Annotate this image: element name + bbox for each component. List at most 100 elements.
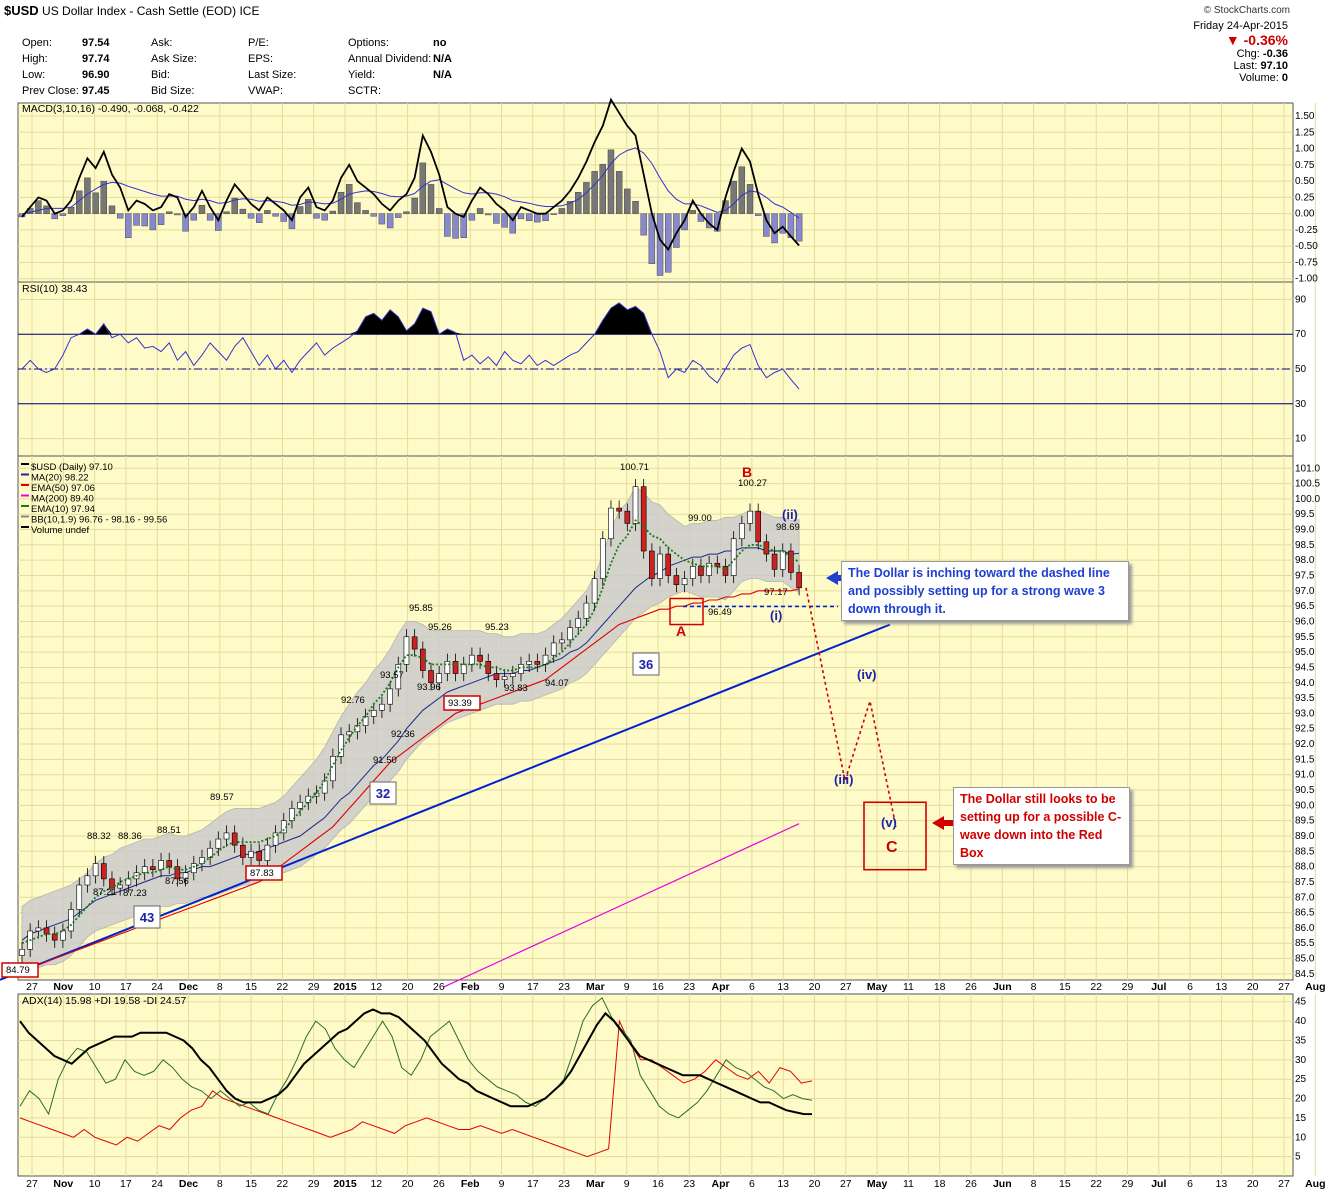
price-y-tick: 98.0 (1295, 555, 1315, 566)
candle-body (395, 664, 402, 690)
macd-histogram-bar (714, 213, 721, 232)
price-label: 92.76 (341, 695, 365, 706)
candle-body (550, 642, 557, 656)
macd-histogram-bar (460, 213, 467, 238)
wave-label-ii: (ii) (782, 507, 798, 522)
macd-histogram-bar (722, 200, 729, 214)
x-tick-label-bottom: 20 (402, 1178, 414, 1190)
macd-histogram-bar (386, 213, 394, 229)
x-tick-label: 16 (652, 981, 664, 993)
price-y-tick: 92.5 (1295, 724, 1315, 735)
candle-body (444, 661, 451, 674)
x-tick-label: 24 (151, 981, 163, 993)
macd-histogram-bar (362, 210, 369, 214)
candle-body (452, 661, 459, 674)
macd-histogram-bar (607, 149, 615, 214)
candle-body (125, 878, 132, 886)
candle-body (730, 538, 737, 576)
quote-label: High: (22, 53, 48, 65)
macd-histogram-bar (755, 213, 762, 216)
x-tick-label-bottom: 20 (1247, 1178, 1259, 1190)
x-tick-label-bottom: 2015 (333, 1178, 357, 1190)
x-tick-label: 12 (370, 981, 382, 993)
rsi-legend: RSI(10) 38.43 (22, 283, 88, 295)
x-tick-label: 8 (217, 981, 223, 993)
x-tick-label-bottom: 20 (809, 1178, 821, 1190)
price-y-tick: 87.5 (1295, 877, 1315, 888)
price-y-tick: 84.5 (1295, 969, 1315, 980)
x-tick-label-bottom: 16 (652, 1178, 664, 1190)
price-legend-item: BB(10,1.9) 96.76 - 98.16 - 99.56 (31, 515, 167, 526)
x-tick-label: Jul (1151, 981, 1166, 993)
x-tick-label: 18 (934, 981, 946, 993)
macd-histogram-bar (411, 197, 418, 214)
candle-body (141, 866, 148, 874)
candle-body (346, 731, 353, 736)
x-tick-label: 11 (903, 981, 914, 993)
candle-body (428, 670, 434, 684)
macd-histogram-bar (305, 199, 312, 214)
macd-histogram-bar (337, 191, 345, 214)
rsi-panel (17, 281, 1294, 457)
price-y-tick: 94.0 (1295, 678, 1315, 689)
candle-body (559, 639, 565, 644)
price-y-tick: 98.5 (1295, 540, 1315, 551)
candle-body (436, 673, 442, 684)
candle-body (739, 523, 745, 540)
adx-panel (17, 993, 1294, 1177)
candle-body (321, 780, 328, 794)
candle-body (469, 654, 475, 665)
candle-body (354, 725, 361, 733)
price-label: 87.56 (165, 876, 189, 887)
price-label: 92.36 (391, 729, 415, 740)
candle-body (231, 832, 238, 846)
macd-histogram-bar (378, 213, 386, 225)
wave-label-v: (v) (881, 815, 897, 830)
candle-body (420, 648, 426, 671)
macd-histogram-bar (550, 213, 557, 215)
price-y-tick: 97.5 (1295, 571, 1315, 582)
candle-body (27, 930, 33, 950)
macd-histogram-bar (697, 213, 705, 222)
quote-label: Ask Size: (151, 53, 197, 65)
candle-body (264, 844, 271, 861)
quote-label: SCTR: (348, 85, 381, 97)
macd-histogram-bar (247, 213, 255, 219)
price-label: 97.17 (764, 587, 788, 598)
x-tick-label-bottom: 8 (217, 1178, 223, 1190)
macd-histogram-bar (599, 163, 606, 214)
macd-y-tick: -0.25 (1295, 225, 1318, 236)
macd-histogram-bar (182, 213, 189, 232)
quote-label: Bid: (151, 69, 170, 81)
x-tick-label-bottom: 13 (1216, 1178, 1228, 1190)
candle-body (272, 832, 279, 846)
pct-change: ▼ -0.36% (1225, 32, 1288, 48)
macd-histogram-bar (476, 208, 484, 214)
macd-histogram-bar (444, 213, 451, 237)
price-legend-item: $USD (Daily) 97.10 (31, 462, 113, 473)
macd-histogram-bar (35, 200, 42, 214)
x-tick-label: Aug (1305, 981, 1325, 993)
macd-histogram-bar (329, 210, 337, 214)
price-y-tick: 88.0 (1295, 862, 1315, 873)
price-legend-item: MA(200) 89.40 (31, 494, 94, 505)
legend-swatch (21, 515, 29, 518)
price-legend-item: Volume undef (31, 525, 89, 536)
candle-body (338, 734, 344, 757)
quote-value: 97.54 (82, 37, 110, 49)
candle-body (174, 866, 181, 880)
macd-histogram-bar (354, 202, 361, 214)
macd-y-tick: 0.50 (1295, 176, 1315, 187)
macd-histogram-bar (18, 213, 26, 218)
macd-histogram-bar (615, 171, 623, 214)
price-label: 93.39 (448, 698, 472, 709)
macd-y-tick: 0.75 (1295, 160, 1315, 171)
macd-histogram-bar (689, 210, 696, 214)
ma200-line (443, 823, 800, 988)
x-tick-label: 22 (1090, 981, 1102, 993)
macd-histogram-bar (198, 204, 206, 214)
x-tick-label-bottom: Dec (179, 1178, 198, 1190)
x-tick-label: Nov (53, 981, 73, 993)
target-red-box (863, 801, 927, 871)
price-label: 96.49 (708, 607, 732, 618)
